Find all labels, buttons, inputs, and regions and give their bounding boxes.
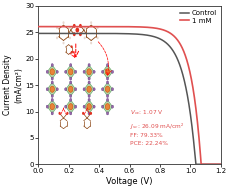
- Text: $V_{oc}$: 1.07 V
$J_{sc}$: 26.09 mA/cm²
FF: 79.33%
PCE: 22.24%: $V_{oc}$: 1.07 V $J_{sc}$: 26.09 mA/cm² …: [129, 108, 183, 146]
- Y-axis label: Current Density
(mA/cm²): Current Density (mA/cm²): [3, 55, 23, 115]
- X-axis label: Voltage (V): Voltage (V): [106, 177, 152, 186]
- Legend: Control, 1 mM: Control, 1 mM: [178, 9, 217, 25]
